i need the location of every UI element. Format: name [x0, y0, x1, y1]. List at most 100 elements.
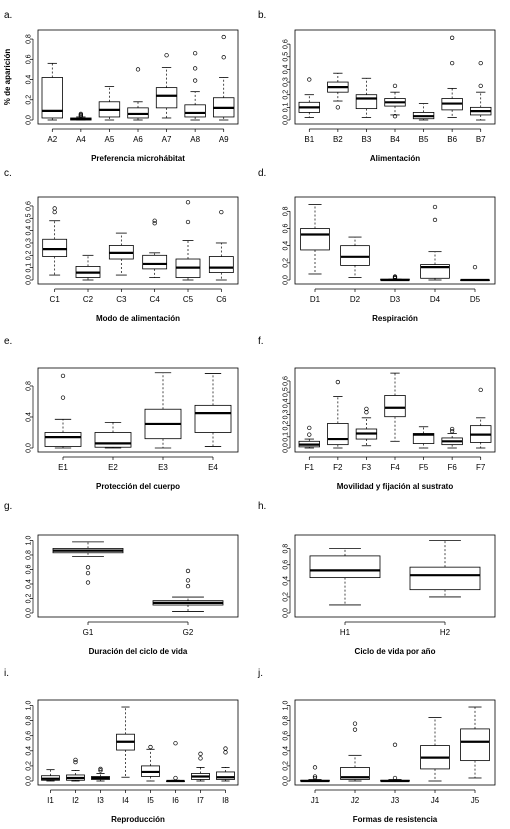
box-C6	[208, 209, 234, 281]
chart-panel-2: b. 0.0 0.1 0.2 0.3 0.4 0.5 0.6 B1 B2 B3 B4 B5 B6 B7 Ali…	[258, 10, 496, 163]
box-iqr	[300, 228, 330, 251]
outlier-point	[432, 217, 438, 223]
outlier-point	[152, 218, 157, 223]
chart-panel-7: g. 0.0 0.2 0.4 0.6 0.8 1.0 G1 G2 Duración del cic…	[4, 501, 239, 656]
x-tick-label: A6	[133, 135, 143, 144]
panel-letter: d.	[258, 168, 266, 179]
box-I8	[216, 746, 235, 782]
y-tick-label: 0.2	[283, 592, 290, 602]
box-D3	[380, 274, 410, 282]
y-tick-label: 0.5	[26, 213, 33, 223]
y-tick-label: 0.2	[26, 95, 33, 105]
x-axis-label: Ciclo de vida por año	[355, 647, 436, 656]
y-tick-label: 0.8	[26, 716, 33, 726]
panel-letter: e.	[4, 336, 12, 347]
outlier-point	[173, 741, 178, 746]
box-iqr	[384, 395, 406, 418]
box-iqr	[409, 566, 481, 591]
box-iqr	[208, 256, 234, 273]
x-tick-label: A4	[76, 135, 86, 144]
x-axis-label: Modo de alimentación	[96, 314, 180, 323]
x-tick-label: C3	[116, 295, 127, 304]
plot-frame	[294, 699, 496, 786]
y-tick-label: 0.1	[283, 432, 290, 442]
outlier-point	[335, 105, 341, 110]
box-F6	[441, 426, 463, 449]
y-tick-label: 0.0	[26, 776, 33, 786]
chart-panel-6: f. 0.00.10.2 0.30.40.50.6 F1 F2 F3 F4 F5 F6 F7 Mov…	[258, 336, 496, 491]
x-tick-label: F6	[447, 463, 457, 472]
box-E4	[194, 373, 232, 447]
outlier-point	[312, 774, 318, 779]
outlier-point	[85, 570, 91, 576]
outlier-point	[192, 51, 198, 56]
x-tick-label: E3	[158, 463, 168, 472]
box-B3	[355, 77, 378, 118]
outlier-point	[219, 209, 224, 215]
y-tick-label: 0.2	[26, 594, 33, 604]
outlier-point	[221, 55, 226, 60]
outlier-point	[85, 565, 91, 570]
box-B2	[327, 72, 349, 110]
x-tick-label: I7	[197, 796, 204, 805]
x-tick-label: E2	[108, 463, 118, 472]
plot-frame	[37, 367, 239, 453]
box-J3	[380, 742, 410, 783]
box-C1	[42, 206, 68, 276]
x-tick-label: I3	[97, 796, 104, 805]
outlier-point	[312, 775, 318, 781]
box-iqr	[94, 432, 132, 448]
outlier-point	[335, 379, 341, 385]
y-tick-label: 0.1	[283, 102, 290, 112]
y-tick-label: 0.0	[283, 608, 290, 618]
outlier-point	[85, 580, 91, 585]
chart-panel-4: d. 0.0 0.2 0.4 0.6 0.8 D1 D2 D3 D4 D5 Respiración	[258, 168, 496, 323]
box-A6	[127, 67, 149, 121]
panel-letter: i.	[4, 668, 9, 679]
x-tick-label: A5	[105, 135, 115, 144]
outlier-point	[98, 766, 103, 772]
box-C2	[75, 254, 101, 281]
box-F7	[470, 387, 492, 449]
outlier-point	[478, 60, 483, 66]
outlier-point	[449, 426, 455, 432]
y-tick-label: 0.4	[26, 412, 33, 422]
box-iqr	[194, 404, 232, 433]
box-F2	[327, 379, 349, 449]
y-tick-label: 1.0	[26, 701, 33, 711]
box-iqr	[327, 423, 349, 446]
outlier-point	[135, 67, 141, 72]
box-D1	[300, 204, 330, 275]
y-tick-label: 0.3	[283, 77, 290, 87]
outlier-point	[198, 751, 203, 756]
y-axis-label: % de aparición	[3, 49, 12, 106]
outlier-point	[449, 35, 455, 40]
outlier-point	[432, 204, 438, 210]
outlier-point	[392, 274, 398, 279]
box-G1	[52, 541, 124, 585]
box-iqr	[42, 238, 68, 257]
y-tick-label: 0.6	[283, 376, 290, 386]
box-A8	[184, 51, 206, 121]
y-tick-label: 0.0	[283, 115, 290, 125]
box-iqr	[44, 432, 82, 447]
box-iqr	[340, 245, 370, 266]
plot-frame	[294, 367, 496, 453]
panel-letter: j.	[257, 668, 263, 679]
chart-panel-5: e. 0.0 0.4 0.8 E1 E2 E3 E4 Protección del cuerpo	[4, 336, 239, 491]
outlier-point	[307, 425, 312, 431]
box-F1	[298, 425, 320, 449]
x-tick-label: J2	[351, 796, 360, 805]
box-E1	[44, 373, 82, 449]
x-axis-label: Formas de resistencia	[353, 815, 438, 824]
y-tick-label: 0.8	[26, 381, 33, 391]
outlier-point	[98, 768, 103, 773]
x-tick-label: I6	[172, 796, 179, 805]
panel-letter: c.	[4, 168, 12, 179]
box-B6	[441, 35, 463, 118]
x-tick-label: H2	[440, 628, 451, 637]
outlier-point	[478, 387, 483, 393]
outlier-point	[364, 406, 369, 412]
outlier-point	[478, 83, 483, 89]
y-tick-label: 0.4	[283, 576, 290, 586]
